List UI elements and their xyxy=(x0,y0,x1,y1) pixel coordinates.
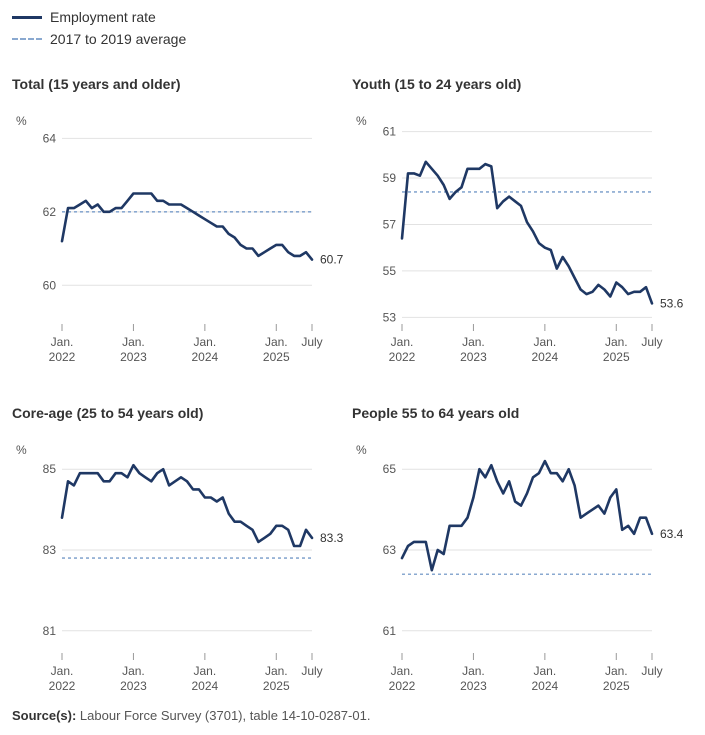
x-tick-label: 2023 xyxy=(460,679,487,693)
source-text: Labour Force Survey (3701), table 14-10-… xyxy=(79,708,371,723)
x-tick-label: 2024 xyxy=(192,679,219,693)
y-tick-label: 55 xyxy=(383,264,397,278)
y-tick-label: 53 xyxy=(383,310,397,324)
y-tick-label: 57 xyxy=(383,217,397,231)
x-tick-label: Jan. xyxy=(51,335,74,349)
x-tick-label: 2022 xyxy=(49,350,76,364)
x-tick-label: 2025 xyxy=(603,350,630,364)
x-tick-label: July xyxy=(301,664,322,678)
x-tick-label: Jan. xyxy=(534,664,557,678)
x-tick-label: Jan. xyxy=(265,664,288,678)
y-tick-label: 81 xyxy=(43,624,57,638)
source-note: Source(s): Labour Force Survey (3701), t… xyxy=(12,708,370,723)
x-tick-label: Jan. xyxy=(462,335,485,349)
chart-svg-55-64: %616365Jan.2022Jan.2023Jan.2024Jan.2025J… xyxy=(356,443,684,693)
y-tick-label: 61 xyxy=(383,624,397,638)
legend-item-average[interactable]: 2017 to 2019 average xyxy=(12,28,186,50)
legend-item-employment[interactable]: Employment rate xyxy=(12,6,186,28)
employment-rate-line[interactable] xyxy=(60,463,314,548)
chart-title: Core-age (25 to 54 years old) xyxy=(12,405,204,421)
x-tick-label: July xyxy=(301,335,322,349)
x-tick-label: 2025 xyxy=(263,350,290,364)
x-tick-label: Jan. xyxy=(122,335,145,349)
x-tick-label: Jan. xyxy=(51,664,74,678)
end-value-label: 83.3 xyxy=(320,531,344,545)
y-tick-label: 83 xyxy=(43,543,57,557)
x-tick-label: 2023 xyxy=(120,679,147,693)
x-tick-label: Jan. xyxy=(605,335,628,349)
end-value-label: 63.4 xyxy=(660,527,684,541)
x-tick-label: 2024 xyxy=(192,350,219,364)
x-tick-label: 2022 xyxy=(389,679,416,693)
y-tick-label: 64 xyxy=(43,131,57,145)
end-value-label: 60.7 xyxy=(320,253,344,267)
x-tick-label: Jan. xyxy=(194,664,217,678)
employment-rate-line[interactable] xyxy=(60,192,314,261)
chart-svg-total: %606264Jan.2022Jan.2023Jan.2024Jan.2025J… xyxy=(16,114,344,364)
employment-rate-line[interactable] xyxy=(400,160,654,305)
chart-title: People 55 to 64 years old xyxy=(352,405,520,421)
chart-panel-total: Total (15 years and older) % 60 62 64 Jan. 20… xyxy=(12,76,352,406)
x-tick-label: 2022 xyxy=(389,350,416,364)
x-tick-label: 2025 xyxy=(263,679,290,693)
chart-svg-core-age: %818385Jan.2022Jan.2023Jan.2024Jan.2025J… xyxy=(16,443,344,693)
legend-label-employment: Employment rate xyxy=(50,9,156,25)
chart-svg-youth: %5355575961Jan.2022Jan.2023Jan.2024Jan.2… xyxy=(356,114,684,364)
legend-swatch-dashed xyxy=(12,38,42,40)
x-tick-label: 2024 xyxy=(532,679,559,693)
x-tick-label: Jan. xyxy=(534,335,557,349)
chart-title: Youth (15 to 24 years old) xyxy=(352,76,522,92)
y-tick-label: 60 xyxy=(43,278,57,292)
x-tick-label: 2022 xyxy=(49,679,76,693)
chart-title: Total (15 years and older) xyxy=(12,76,181,92)
x-tick-label: 2024 xyxy=(532,350,559,364)
y-axis-label: % xyxy=(356,443,367,457)
x-tick-label: Jan. xyxy=(265,335,288,349)
y-tick-label: 85 xyxy=(43,462,57,476)
x-tick-label: Jan. xyxy=(462,664,485,678)
employment-rate-line[interactable] xyxy=(400,459,654,572)
x-tick-label: 2023 xyxy=(120,350,147,364)
x-tick-label: July xyxy=(641,335,662,349)
x-tick-label: Jan. xyxy=(391,664,414,678)
x-tick-label: 2023 xyxy=(460,350,487,364)
y-axis-label: % xyxy=(356,114,367,128)
x-tick-label: July xyxy=(641,664,662,678)
y-tick-label: 63 xyxy=(383,543,397,557)
source-label: Source(s): xyxy=(12,708,77,723)
y-axis-label: % xyxy=(16,443,27,457)
x-tick-label: Jan. xyxy=(122,664,145,678)
x-tick-label: Jan. xyxy=(605,664,628,678)
legend: Employment rate 2017 to 2019 average xyxy=(12,6,186,50)
y-tick-label: 61 xyxy=(383,125,397,139)
y-tick-label: 62 xyxy=(43,205,57,219)
chart-panel-core-age: Core-age (25 to 54 years old) % 81 83 85 Jan… xyxy=(12,405,352,735)
y-tick-label: 59 xyxy=(383,171,397,185)
chart-panel-youth: Youth (15 to 24 years old) % 53 55 57 59 61 Ja… xyxy=(352,76,692,406)
end-value-label: 53.6 xyxy=(660,296,684,310)
chart-panel-55-64: People 55 to 64 years old % 61 63 65 Jan. 202… xyxy=(352,405,692,735)
y-tick-label: 65 xyxy=(383,462,397,476)
x-tick-label: Jan. xyxy=(194,335,217,349)
legend-swatch-solid xyxy=(12,15,42,19)
x-tick-label: Jan. xyxy=(391,335,414,349)
y-axis-label: % xyxy=(16,114,27,128)
x-tick-label: 2025 xyxy=(603,679,630,693)
legend-label-average: 2017 to 2019 average xyxy=(50,31,187,47)
